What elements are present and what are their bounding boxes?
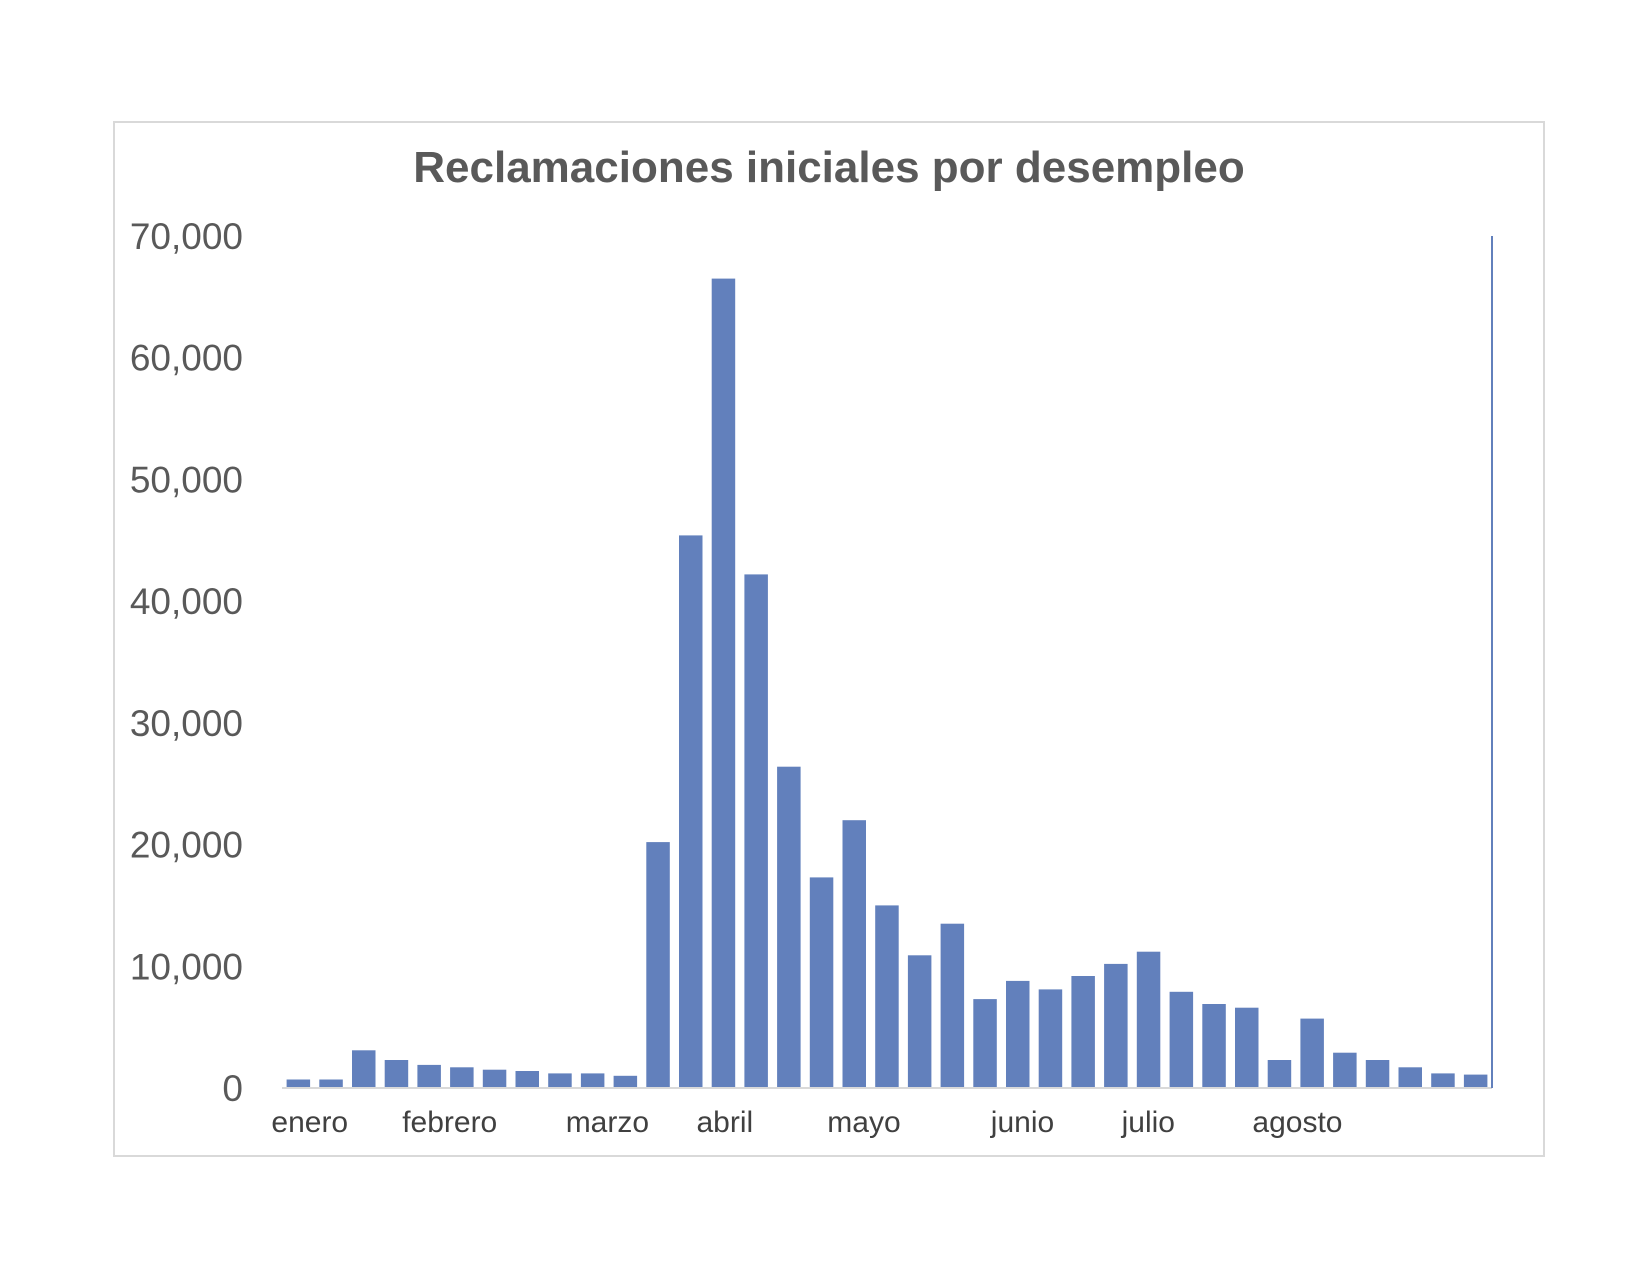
y-tick-label: 60,000 — [130, 338, 243, 379]
y-axis: 0 10,000 20,000 30,000 40,000 50,000 60,000 70,… — [130, 216, 243, 1109]
bar — [973, 999, 997, 1088]
bars — [286, 278, 1488, 1089]
bar — [286, 1079, 311, 1088]
bar — [1398, 1067, 1422, 1088]
bar — [450, 1067, 474, 1088]
y-tick-label: 0 — [222, 1068, 243, 1109]
bar — [1038, 989, 1063, 1088]
bar — [1136, 951, 1161, 1088]
x-tick-label: febrero — [402, 1106, 497, 1139]
y-tick-label: 10,000 — [130, 946, 243, 987]
bar — [319, 1079, 343, 1088]
bar — [1431, 1073, 1455, 1088]
y-tick-label: 40,000 — [130, 581, 243, 622]
bar — [1006, 980, 1030, 1088]
x-axis: enero febrero marzo abril mayo junio julio agos… — [271, 236, 1493, 1139]
x-tick-label: julio — [1121, 1106, 1175, 1139]
x-tick-label: mayo — [827, 1106, 900, 1139]
y-tick-label: 70,000 — [130, 216, 243, 257]
bar — [679, 535, 703, 1088]
bar — [1333, 1052, 1357, 1088]
bar — [809, 877, 834, 1088]
bar — [613, 1075, 638, 1088]
y-tick-label: 20,000 — [130, 825, 243, 866]
x-tick-label: junio — [990, 1106, 1054, 1139]
chart-title: Reclamaciones iniciales por desempleo — [413, 143, 1245, 192]
bar — [875, 905, 899, 1088]
bar — [842, 820, 866, 1088]
bar — [1071, 976, 1095, 1088]
bar — [907, 955, 932, 1088]
x-tick-label: abril — [697, 1106, 754, 1139]
bar — [744, 574, 768, 1088]
bar — [1104, 963, 1128, 1088]
bar — [1202, 1004, 1226, 1088]
bar — [580, 1073, 605, 1088]
bar — [1267, 1060, 1292, 1088]
bar — [940, 923, 965, 1088]
bar — [711, 278, 736, 1089]
x-tick-label: agosto — [1252, 1106, 1342, 1139]
bar — [1463, 1074, 1488, 1088]
bar — [1235, 1007, 1259, 1088]
y-tick-label: 30,000 — [130, 703, 243, 744]
bar — [1169, 991, 1194, 1088]
bar — [515, 1071, 539, 1088]
bar — [384, 1060, 409, 1088]
bar — [777, 766, 801, 1088]
bar — [1300, 1018, 1324, 1088]
x-tick-label: enero — [271, 1106, 348, 1139]
bar — [482, 1069, 507, 1088]
bar — [352, 1050, 376, 1088]
bar — [1365, 1060, 1390, 1088]
y-tick-label: 50,000 — [130, 459, 243, 500]
bar — [417, 1064, 441, 1088]
x-tick-label: marzo — [566, 1106, 649, 1139]
bar — [646, 842, 670, 1088]
bar — [548, 1073, 572, 1088]
